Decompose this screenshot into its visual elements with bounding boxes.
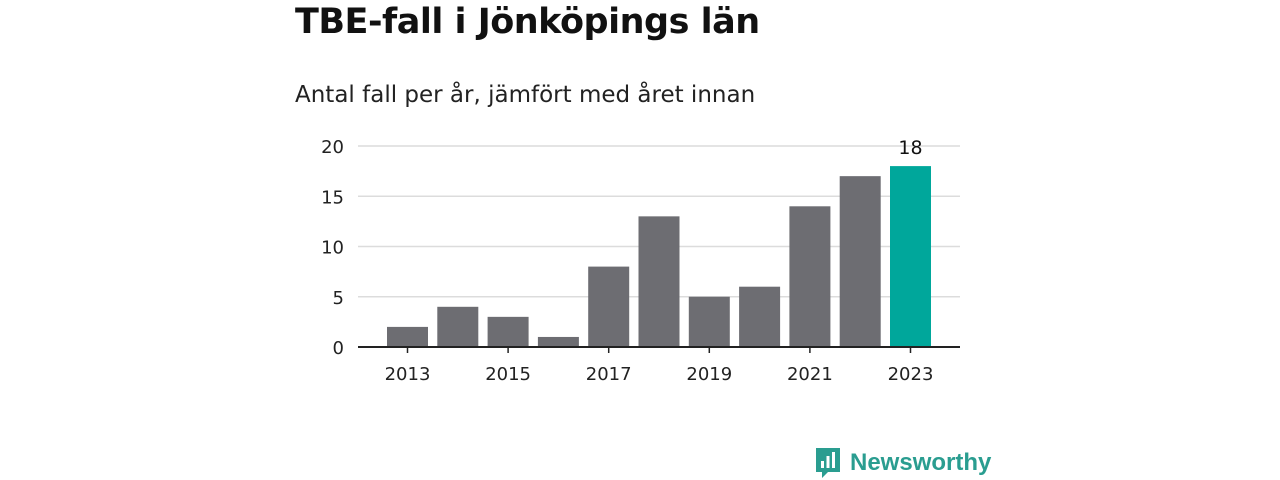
x-tick-label: 2015 — [485, 364, 531, 385]
x-tick-label: 2023 — [888, 364, 934, 385]
bar — [789, 206, 831, 347]
y-tick-label: 20 — [321, 137, 344, 158]
x-tick-label: 2013 — [385, 364, 431, 385]
bar — [437, 306, 479, 347]
y-tick-label: 0 — [333, 338, 344, 359]
bar — [387, 326, 428, 347]
bar — [588, 266, 630, 347]
bar — [739, 286, 781, 347]
x-tick-label: 2019 — [686, 364, 732, 385]
data-label: 18 — [898, 137, 922, 159]
bar — [487, 316, 529, 347]
bar — [839, 176, 881, 347]
bar-highlight — [890, 166, 931, 347]
x-tick-label: 2021 — [787, 364, 833, 385]
chart-title: TBE-fall i Jönköpings län — [295, 2, 760, 42]
y-tick-label: 10 — [321, 238, 344, 259]
y-tick-label: 15 — [321, 187, 344, 208]
chart-subtitle: Antal fall per år, jämfört med året inna… — [295, 82, 756, 108]
bar — [638, 216, 680, 347]
bar — [537, 336, 579, 347]
x-tick-label: 2017 — [586, 364, 632, 385]
newsworthy-logo-icon — [816, 448, 840, 478]
brand-name: Newsworthy — [850, 449, 992, 476]
y-tick-label: 5 — [333, 288, 344, 309]
bar — [688, 296, 730, 347]
brand-logo: Newsworthy — [814, 446, 991, 480]
